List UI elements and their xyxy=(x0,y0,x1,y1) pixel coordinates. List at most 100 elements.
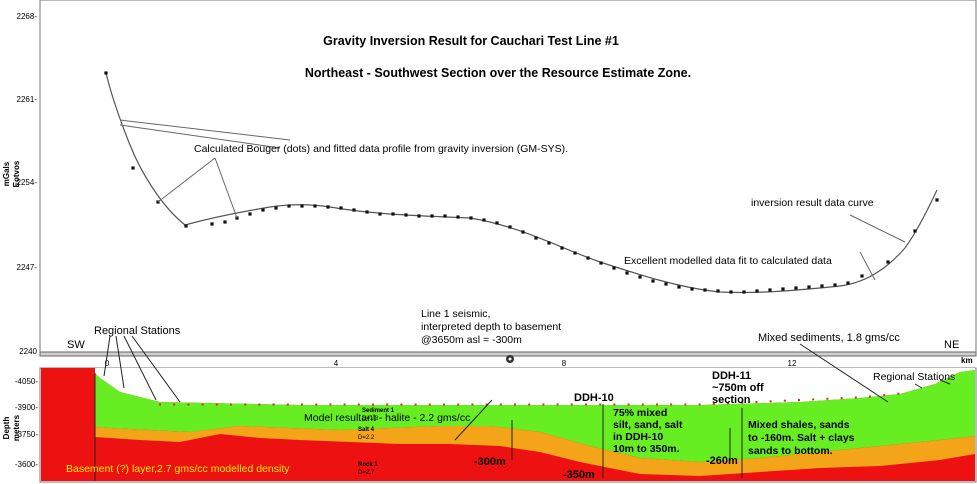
depth-label-350: -350m xyxy=(563,469,595,481)
label-ddh11-offset: ~750m off xyxy=(712,382,764,394)
station-marker xyxy=(869,395,871,398)
bouger-data-dot xyxy=(417,214,421,218)
bouger-data-dot xyxy=(443,214,447,218)
station-marker xyxy=(727,402,729,405)
depth-label-260: -260m xyxy=(706,455,738,467)
bouger-data-dot xyxy=(210,222,214,226)
station-marker xyxy=(840,397,843,400)
section-y-tick: -3750- xyxy=(15,430,38,439)
station-marker xyxy=(187,403,190,406)
label-ne: NE xyxy=(944,339,959,351)
station-marker xyxy=(741,401,744,404)
ddh10-description-line: 10m to 350m. xyxy=(613,443,680,455)
station-marker xyxy=(542,403,545,406)
bouger-data-dot xyxy=(886,260,890,264)
bouger-data-dot xyxy=(534,236,538,240)
profile-y-tick: 2240 xyxy=(19,347,37,356)
bouger-data-dot xyxy=(913,229,917,233)
station-marker xyxy=(769,400,772,403)
bouger-data-dot xyxy=(664,282,668,286)
bouger-data-dot xyxy=(508,225,512,229)
annotation-inversion-curve: inversion result data curve xyxy=(751,197,874,209)
model-label-salt-density: D=2.2 xyxy=(358,435,375,441)
station-marker xyxy=(372,403,374,406)
station-marker xyxy=(301,403,303,406)
section-y-tick: -3600- xyxy=(15,460,38,469)
station-marker xyxy=(173,403,176,406)
bouger-data-dot xyxy=(223,220,227,224)
profile-y-tick: 2247- xyxy=(17,263,38,272)
bouger-data-dot xyxy=(560,246,564,250)
station-marker xyxy=(755,400,758,403)
bouger-data-dot xyxy=(378,212,382,216)
annotation-seismic-line3: @3650m asl = -300m xyxy=(421,334,522,346)
section-leaders xyxy=(103,335,951,478)
bouger-data-dot xyxy=(456,215,460,219)
bouger-data-dot xyxy=(807,285,811,289)
bouger-data-dot xyxy=(339,206,343,210)
bouger-data-dot xyxy=(768,288,772,292)
label-halite: Model resultant - halite - 2.2 gms/cc xyxy=(304,412,470,424)
station-marker xyxy=(201,403,204,406)
annotation-fit: Excellent modelled data fit to calculate… xyxy=(624,255,832,267)
station-marker xyxy=(244,403,247,406)
label-regional-stations-right: Regional Stations xyxy=(873,371,955,383)
model-label-sediment: Sediment 1 xyxy=(362,408,395,414)
section-x-tick: 4 xyxy=(334,359,339,368)
bouger-data-dot xyxy=(261,208,265,212)
bouger-data-dot xyxy=(547,241,551,245)
bouger-data-dot xyxy=(677,285,681,289)
model-label-rock-density: D=2.7 xyxy=(358,470,375,476)
bouger-data-dot xyxy=(248,212,252,216)
bouger-data-dot xyxy=(781,287,785,291)
station-marker xyxy=(499,403,502,406)
station-marker xyxy=(897,392,900,395)
bouger-data-dot xyxy=(703,288,707,292)
station-markers xyxy=(159,392,900,406)
station-marker xyxy=(684,403,687,406)
bouger-data-dot xyxy=(521,230,525,234)
bouger-data-dot xyxy=(586,256,590,260)
station-marker xyxy=(854,396,857,399)
station-marker xyxy=(712,402,715,405)
bouger-data-dot xyxy=(404,213,408,217)
station-marker xyxy=(400,403,403,406)
station-marker xyxy=(698,403,701,406)
station-marker xyxy=(783,399,786,402)
station-marker xyxy=(258,403,261,406)
bouger-data-dot xyxy=(495,221,499,225)
station-marker xyxy=(357,403,360,406)
station-marker xyxy=(272,403,275,406)
bouger-data-dot xyxy=(690,287,694,291)
bouger-data-dot xyxy=(430,214,434,218)
label-ddh11: DDH-11 xyxy=(712,370,751,382)
section-y-tick: -4050- xyxy=(15,377,38,386)
bouger-data-dot xyxy=(326,205,330,209)
station-marker xyxy=(812,398,815,401)
station-marker xyxy=(471,403,474,406)
section-y-label-meters: meters xyxy=(12,414,21,441)
annotation-seismic-line2: interpreted depth to basement xyxy=(421,321,561,333)
station-marker xyxy=(656,403,658,406)
station-marker xyxy=(641,403,644,406)
station-marker xyxy=(514,403,516,406)
inversion-result-curve xyxy=(105,72,938,294)
station-marker xyxy=(428,403,431,406)
sediment-layer xyxy=(95,370,975,462)
station-marker xyxy=(627,403,630,406)
topography-sky xyxy=(95,368,975,405)
station-marker xyxy=(315,403,318,406)
section-x-unit: km xyxy=(961,356,973,365)
bouger-data-dot xyxy=(794,286,798,290)
station-marker xyxy=(230,403,232,406)
bouger-data-dot xyxy=(352,208,356,212)
station-marker xyxy=(599,403,602,406)
bouger-data-dot xyxy=(716,289,720,293)
bouger-data-dot xyxy=(729,290,733,294)
station-marker xyxy=(386,403,389,406)
ddh10-description-line: 75% mixed xyxy=(613,407,667,419)
bouger-data-dot xyxy=(846,281,850,285)
ddh10-description-line: in DDH-10 xyxy=(613,431,663,443)
section-x-tick: 8 xyxy=(562,359,567,368)
